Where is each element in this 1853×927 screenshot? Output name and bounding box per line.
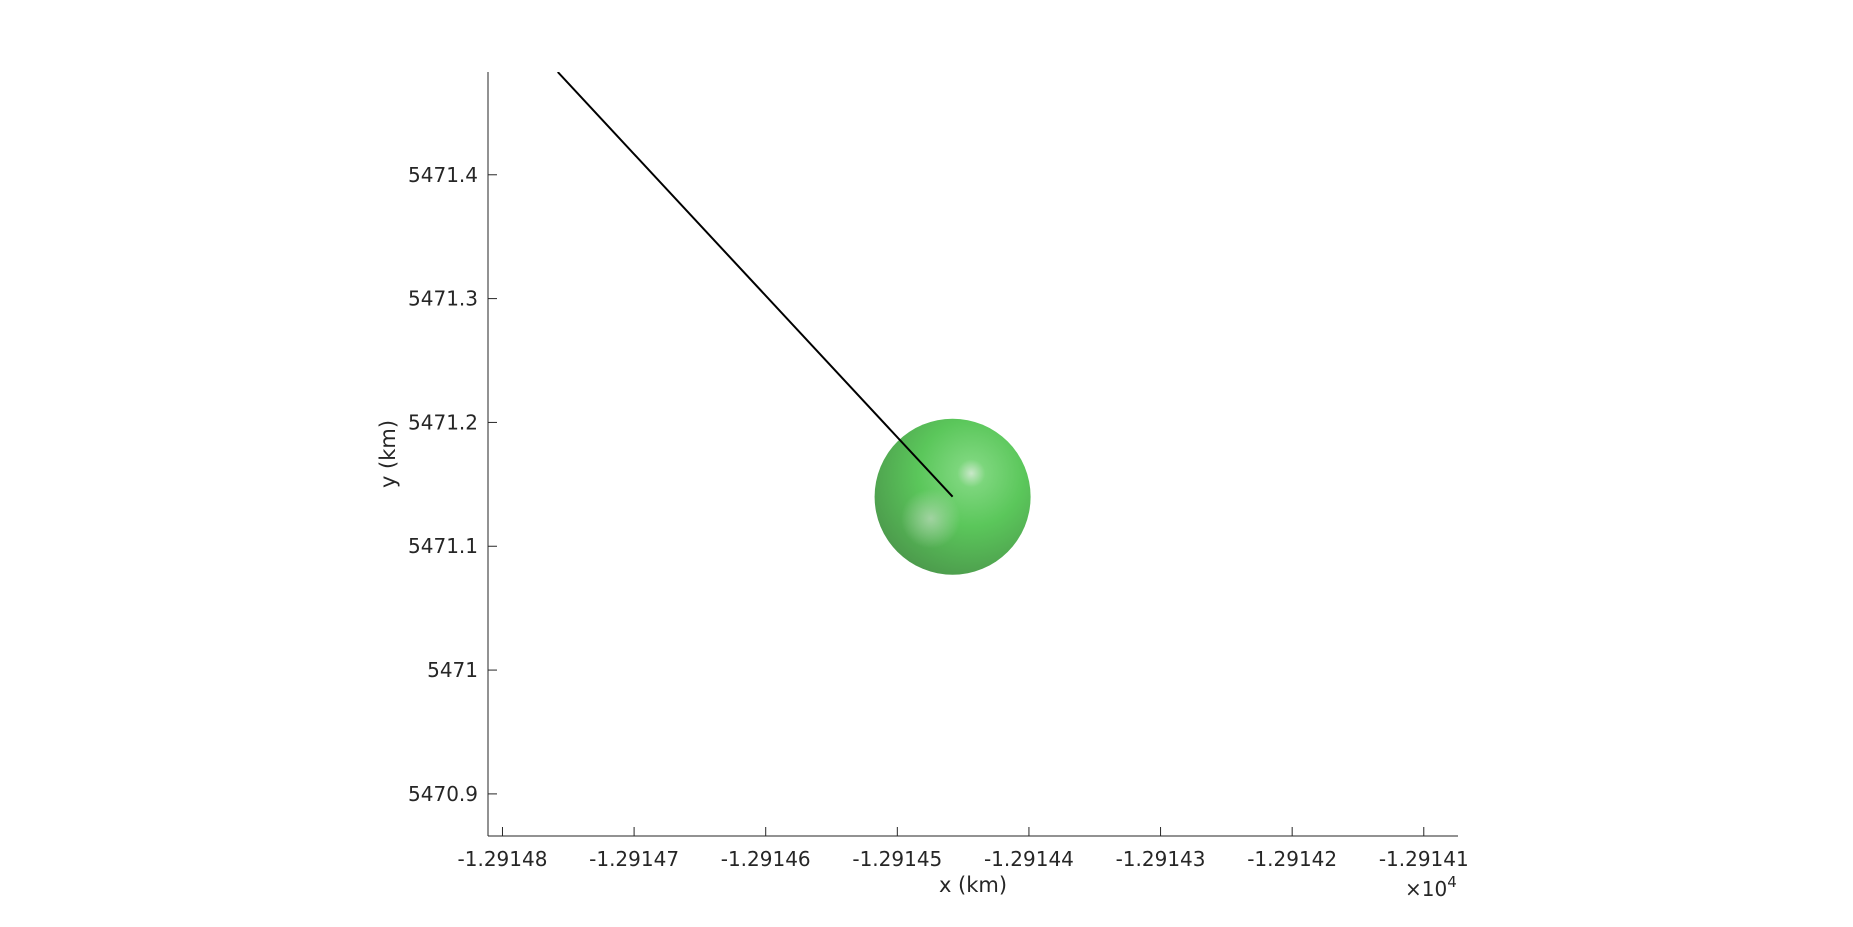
y-tick-label: 5471 [427,658,478,682]
y-axis-label: y (km) [376,420,400,488]
x-tick-label: -1.29141 [1379,847,1469,871]
x-tick-label: -1.29143 [1116,847,1206,871]
y-tick-label: 5471.2 [408,410,478,434]
x-axis-exponent: ×104 [1405,873,1457,901]
x-tick-label: -1.29144 [984,847,1074,871]
series-group [557,72,954,498]
x-tick-label: -1.29145 [852,847,942,871]
x-tick-label: -1.29146 [721,847,811,871]
svg-text:×104: ×104 [1405,873,1457,901]
sphere-reflection [901,488,961,549]
y-tick-label: 5471.1 [408,534,478,558]
y-tick-label: 5471.3 [408,287,478,311]
x-axis-ticks: -1.29148 -1.29147 -1.29146 -1.29145 -1.29144… [458,827,1469,871]
plot-area [557,72,1031,575]
y-tick-label: 5471.4 [408,163,478,187]
trajectory-line [557,72,954,498]
y-axis-ticks: 5470.9 5471 5471.1 5471.2 5471.3 5471.4 [408,163,497,806]
x-exponent-power: 4 [1447,873,1457,891]
x-exponent-base: ×10 [1405,877,1447,901]
x-tick-label: -1.29147 [589,847,679,871]
x-axis-label: x (km) [939,873,1007,897]
x-tick-label: -1.29148 [458,847,548,871]
y-tick-label: 5470.9 [408,782,478,806]
x-tick-label: -1.29142 [1247,847,1337,871]
